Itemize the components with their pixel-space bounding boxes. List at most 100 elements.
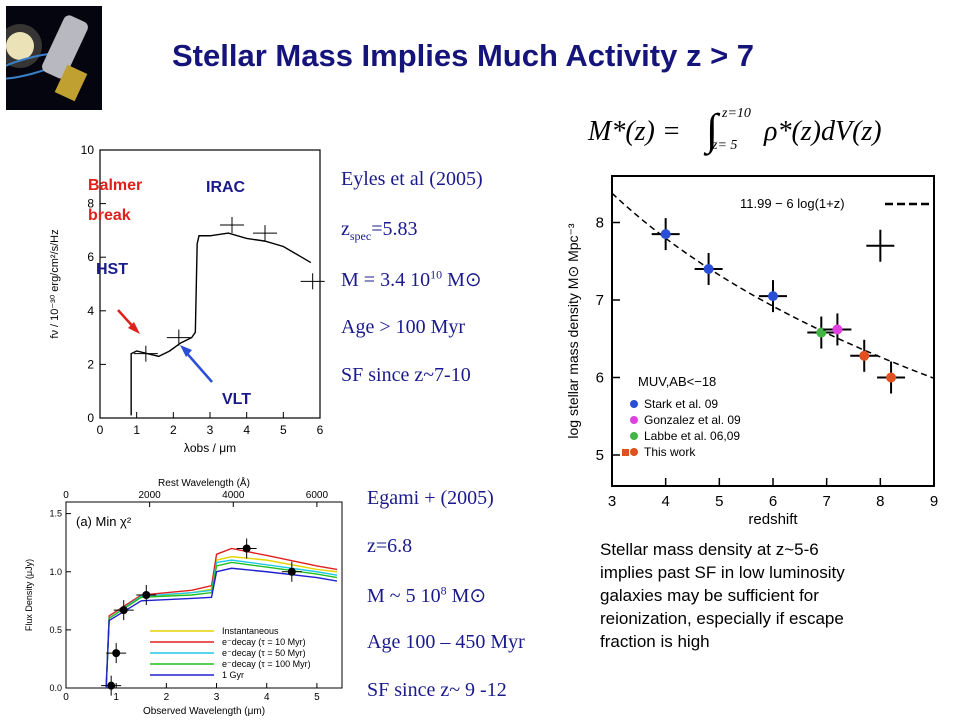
eyles-z-symbol: z [341,218,350,240]
egami-sf: SF since z~ 9 -12 [367,679,507,701]
y-tick-label: 1.0 [49,567,62,577]
eyles-z-value: =5.83 [371,218,418,240]
egami-mass-unit: M⊙ [446,585,487,607]
x-tick-label: 2 [164,692,170,703]
y-axis-label: fν / 10⁻³⁰ erg/cm²/s/Hz [49,229,61,338]
legend-label: Labbe et al. 06,09 [644,429,740,443]
mass-density-chart: 3 4 5 6 7 8 9 5 6 7 8 redshift log stellar mass dens… [565,175,938,528]
eyles-age: Age > 100 Myr [341,316,466,338]
top-axis-label: Rest Wavelength (Å) [158,476,250,489]
y-tick-label: 5 [596,447,604,464]
eyles-mass-exp: 10 [430,267,443,282]
x-tick-label: 1 [133,423,140,437]
x-axis-label: Observed Wavelength (μm) [143,706,265,717]
y-tick-label: 7 [596,292,604,309]
legend-marker [630,432,638,440]
spitzer-logo [0,6,102,110]
x-tick-label: 4 [661,493,669,510]
x-tick-label: 5 [715,493,723,510]
x-tick-label: 6 [769,493,777,510]
photometry-point [242,544,251,553]
x-tick-label: 2 [170,423,177,437]
x-tick-label: 8 [876,493,884,510]
egami-mass: M ~ 5 108 M⊙ [367,583,486,608]
y-tick-label: 1.5 [49,509,62,519]
y-tick-label: 4 [87,304,94,318]
caption-line: fraction is high [600,632,710,651]
legend-label: Stark et al. 09 [644,397,718,411]
annotation-hst: HST [96,261,128,278]
legend-label: This work [644,445,696,459]
top-tick-label: 2000 [139,490,162,501]
x-tick-label: 3 [214,692,220,703]
x-tick-label: 7 [822,493,830,510]
x-tick-label: 4 [264,692,270,703]
legend-label: e⁻decay (τ = 10 Myr) [222,637,306,647]
annotation-vlt: VLT [222,391,251,408]
legend-label: e⁻decay (τ = 50 Myr) [222,648,306,658]
egami-mass-exp: 8 [440,583,447,598]
photometry-point [142,591,151,599]
caption-line: Stellar mass density at z~5-6 [600,540,819,559]
arrow-blue-shaft [183,349,213,383]
annotation-break: break [88,207,131,224]
mass-integral-formula: M*(z) = ∫ z=10 z= 5 ρ*(z)dV(z) [588,105,908,162]
y-tick-label: 0 [87,411,94,425]
data-point [832,324,843,335]
y-tick-label: 0.5 [49,625,62,635]
formula-upper-limit: z=10 [722,106,751,121]
top-tick-label: 0 [63,490,69,501]
y-axis-label: log stellar mass density M⊙ Mpc⁻³ [565,223,581,439]
legend-marker [630,448,638,456]
legend-marker [630,400,638,408]
top-tick-label: 4000 [222,490,245,501]
y-tick-label: 0.0 [49,683,62,693]
eyles-z-sub: spec [349,229,372,243]
egami-sed-chart: 0 1 2 3 4 5 0 2000 4000 6000 Rest Wavelength (Å) 0.… [24,476,343,717]
eyles-sed-chart: 0 1 2 3 4 5 6 0 2 4 6 8 10 λobs / μm fν / 10⁻³⁰ erg/cm… [49,143,325,455]
legend-label: Gonzalez et al. 09 [644,413,741,427]
eyles-sf: SF since z~7-10 [341,364,471,386]
y-tick-label: 6 [596,370,604,387]
y-tick-label: 8 [87,197,94,211]
arrow-blue-head [180,345,192,357]
x-tick-label: 9 [930,493,938,510]
x-tick-label: 5 [280,423,287,437]
legend-square-marker [622,449,629,456]
data-point [886,372,897,383]
x-axis-label: redshift [748,511,798,528]
eyles-mass-unit: M⊙ [442,269,482,291]
egami-mass-value: M ~ 5 10 [367,585,441,607]
annotation-balmer: Balmer [88,177,142,194]
data-point [703,264,714,274]
formula-lower-limit: z= 5 [712,138,738,153]
formula-lhs: M*(z) = [588,116,681,147]
y-tick-label: 6 [87,250,94,264]
legend-title: MUV,AB<−18 [638,374,716,389]
caption-line: implies past SF in low luminosity [600,563,845,582]
annotation-irac: IRAC [206,179,246,196]
egami-citation: Egami + (2005) [367,487,494,509]
x-tick-label: 6 [317,423,324,437]
photometry-point [119,606,128,615]
x-tick-label: 0 [63,692,69,703]
y-tick-label: 8 [596,215,604,232]
page-title: Stellar Mass Implies Much Activity z > 7 [172,38,755,73]
photometry-point [287,567,296,576]
legend-marker [630,416,638,424]
top-tick-label: 6000 [306,490,329,501]
eyles-redshift: zspec=5.83 [341,218,418,244]
plot-frame [65,501,343,689]
photometry-point [107,681,116,690]
data-point [768,291,778,302]
fit-label: 11.99 − 6 log(1+z) [740,196,845,211]
x-axis-label: λobs / μm [184,441,236,455]
sed-spectrum-line [130,232,312,416]
legend-label: 1 Gyr [222,670,244,680]
caption: Stellar mass density at z~5-6 implies pa… [600,538,950,653]
x-tick-label: 0 [97,423,104,437]
caption-line: galaxies may be sufficient for [600,586,819,605]
y-tick-label: 10 [81,143,95,157]
eyles-mass: M = 3.4 1010 M⊙ [341,267,482,292]
egami-age: Age 100 – 450 Myr [367,631,525,653]
